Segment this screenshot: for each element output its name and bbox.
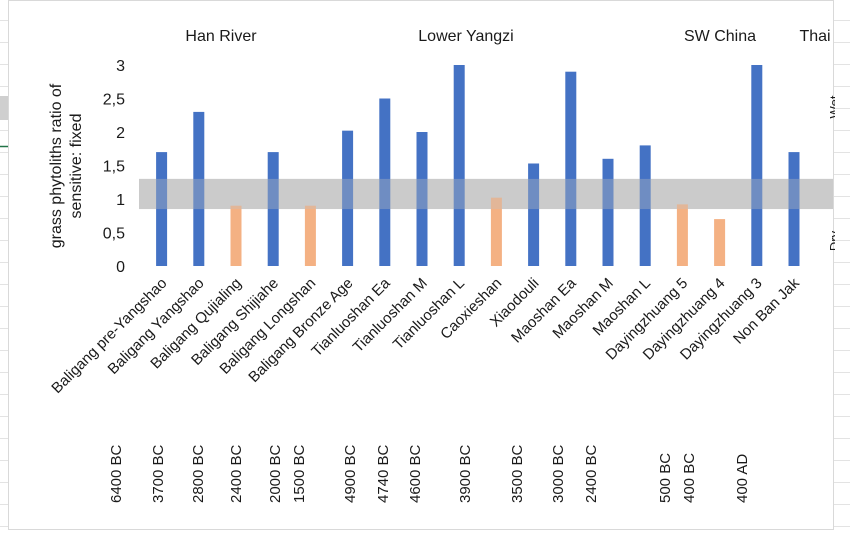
neutral-range-band-overlay <box>139 178 833 210</box>
bar-wet[interactable] <box>528 163 540 266</box>
date-label: 3900 BC <box>457 444 474 503</box>
bar-wet[interactable] <box>379 98 391 267</box>
bar-wet[interactable] <box>267 152 279 266</box>
bar-dry[interactable] <box>490 197 502 266</box>
date-label: 4600 BC <box>407 444 424 503</box>
y-tick-label: 2 <box>116 125 125 142</box>
date-label: 400 AD <box>734 454 751 503</box>
y-axis-title: grass phytoliths ratio of sensitive: fixe… <box>48 83 85 248</box>
y-tick-label: 1 <box>116 192 125 209</box>
bar-wet[interactable] <box>565 71 577 266</box>
date-label: 2000 BC <box>267 444 284 503</box>
region-label: Han River <box>185 28 257 45</box>
y-tick-label: 3 <box>116 58 125 75</box>
date-label: 3500 BC <box>509 444 526 503</box>
date-label: 4900 BC <box>342 444 359 503</box>
date-label: 500 BC <box>657 453 674 503</box>
bar-wet[interactable] <box>602 158 614 266</box>
region-label: SW China <box>684 28 756 45</box>
y-tick-label: 1,5 <box>103 159 125 176</box>
bar-wet[interactable] <box>788 152 800 266</box>
bar-wet[interactable] <box>453 65 465 266</box>
y-tick-label: 0,5 <box>103 226 125 243</box>
bar-chart: Han River Lower Yangzi SW China Thai 0 0,5 1 1… <box>48 28 835 503</box>
neutral-range-band <box>139 178 833 210</box>
bar-dry[interactable] <box>714 219 726 266</box>
bar-wet[interactable] <box>342 130 354 266</box>
bar-wet[interactable] <box>193 111 205 267</box>
date-label: 2400 BC <box>228 444 245 503</box>
dry-label: Dry <box>827 230 835 251</box>
bar-wet[interactable] <box>156 152 168 266</box>
bar-dry[interactable] <box>230 205 242 266</box>
bar-wet[interactable] <box>639 145 651 266</box>
bar-dry[interactable] <box>676 204 688 266</box>
date-label: 3700 BC <box>150 444 167 503</box>
chart-area[interactable]: Han River Lower Yangzi SW China Thai 0 0,5 1 1… <box>8 0 835 530</box>
date-label: 1500 BC <box>291 444 308 503</box>
date-label: 3000 BC <box>550 444 567 503</box>
bar-wet[interactable] <box>416 132 428 266</box>
date-label: 400 BC <box>681 453 698 503</box>
y-tick-label: 0 <box>116 259 125 276</box>
bar-wet[interactable] <box>751 65 763 266</box>
date-label: 6400 BC <box>108 444 125 503</box>
date-label: 2800 BC <box>190 444 207 503</box>
y-tick-label: 2,5 <box>103 92 125 109</box>
wet-label: Wet <box>827 95 835 118</box>
bar-dry[interactable] <box>304 205 316 266</box>
date-label: 4740 BC <box>375 444 392 503</box>
date-label: 2400 BC <box>583 444 600 503</box>
region-label: Lower Yangzi <box>418 28 513 45</box>
region-label: Thai <box>799 28 830 45</box>
